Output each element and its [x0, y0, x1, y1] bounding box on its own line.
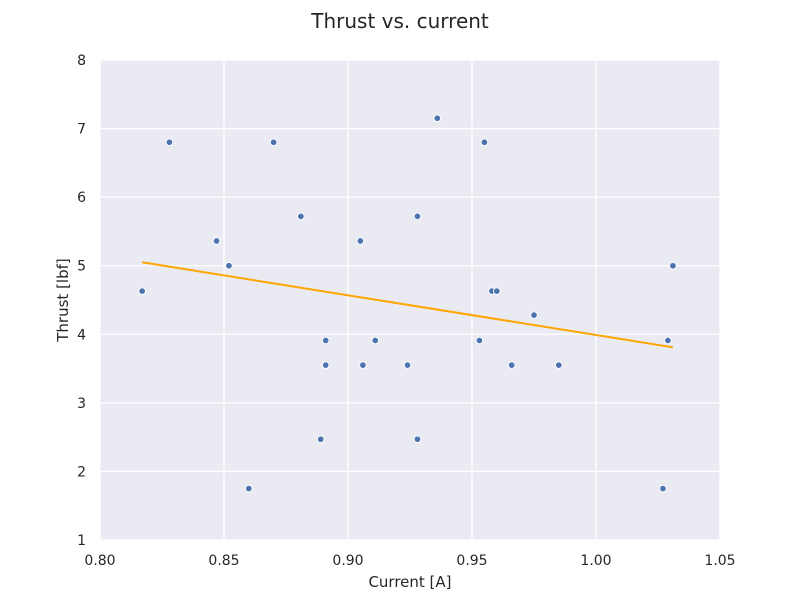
- y-tick-label: 5: [77, 259, 86, 275]
- data-point: [507, 361, 516, 369]
- y-tick-label: 2: [77, 464, 86, 480]
- data-point: [669, 261, 677, 270]
- data-point: [413, 435, 422, 443]
- x-axis-label: Current [A]: [368, 573, 451, 591]
- y-tick-label: 7: [77, 122, 86, 138]
- tick-labels: 0.80 0.85 0.90 0.95 1.00 1.05 1 2 3 4 5 6 7 8: [77, 53, 736, 569]
- data-point: [138, 287, 146, 295]
- y-tick-label: 4: [77, 327, 86, 343]
- x-tick-label: 1.00: [580, 553, 611, 569]
- data-point: [475, 336, 484, 345]
- x-tick-label: 0.80: [84, 553, 115, 569]
- y-tick-label: 3: [77, 396, 86, 412]
- x-tick-label: 0.85: [208, 553, 239, 569]
- chart-title: Thrust vs. current: [310, 9, 489, 33]
- data-point: [245, 484, 253, 493]
- data-point: [530, 311, 538, 319]
- data-point: [359, 361, 367, 369]
- data-point: [433, 114, 442, 123]
- data-point: [316, 435, 325, 443]
- data-point: [413, 212, 422, 221]
- trend-line: [142, 261, 674, 349]
- x-tick-label: 0.90: [332, 553, 363, 569]
- data-point: [269, 138, 278, 147]
- data-point: [664, 336, 672, 345]
- data-point: [165, 138, 174, 147]
- y-axis-label: Thrust [lbf]: [54, 258, 72, 342]
- data-point: [371, 336, 380, 345]
- y-tick-label: 8: [77, 53, 86, 69]
- y-tick-label: 1: [77, 533, 86, 549]
- trend-line-layer: [142, 261, 674, 349]
- data-point: [403, 361, 412, 369]
- x-tick-label: 1.05: [704, 553, 735, 569]
- data-point: [356, 237, 365, 245]
- x-tick-label: 0.95: [456, 553, 487, 569]
- data-point: [659, 484, 667, 493]
- data-point: [480, 138, 489, 147]
- data-point: [321, 336, 330, 345]
- data-point: [555, 361, 563, 369]
- data-point: [297, 212, 305, 221]
- y-tick-label: 6: [77, 190, 86, 206]
- data-point: [212, 237, 221, 245]
- data-point: [493, 287, 501, 295]
- data-point: [225, 261, 233, 270]
- plot-area: [100, 60, 720, 540]
- grid-lines: [99, 59, 721, 541]
- data-points: [138, 114, 677, 493]
- data-point: [321, 361, 330, 369]
